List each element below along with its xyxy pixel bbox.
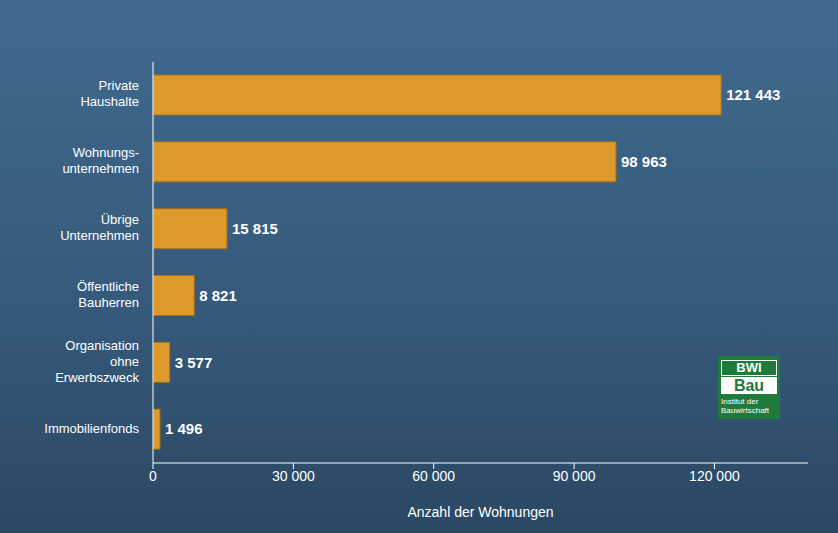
html-text:BWI: BWI (736, 360, 762, 375)
svg-text:120 000: 120 000 (689, 468, 740, 484)
svg-text:ÖffentlicheBauherren: ÖffentlicheBauherren (77, 279, 139, 310)
svg-text:Wohnungs-unternehmen: Wohnungs-unternehmen (62, 146, 139, 177)
svg-text:15 815: 15 815 (232, 220, 278, 237)
svg-text:8 821: 8 821 (199, 287, 237, 304)
svg-text:30 000: 30 000 (272, 468, 315, 484)
svg-text:OrganisationohneErwerbszweck: OrganisationohneErwerbszweck (55, 338, 139, 385)
svg-text:1 496: 1 496 (165, 420, 203, 437)
svg-text:0: 0 (149, 468, 157, 484)
svg-text:121 443: 121 443 (726, 86, 780, 103)
svg-text:60 000: 60 000 (412, 468, 455, 484)
svg-text:3 577: 3 577 (175, 354, 213, 371)
svg-text:Anzahl der Wohnungen: Anzahl der Wohnungen (407, 504, 553, 520)
svg-text:90 000: 90 000 (553, 468, 596, 484)
svg-text:Immobilienfonds: Immobilienfonds (44, 421, 139, 436)
html-text:Institut der Bauwirtschaft: Institut der Bauwirtschaft (721, 397, 769, 415)
svg-text:PrivateHaushalte: PrivateHaushalte (80, 79, 139, 110)
svg-text:ÜbrigeUnternehmen: ÜbrigeUnternehmen (60, 213, 139, 244)
html-text:Bau: Bau (733, 377, 765, 394)
svg-text:98 963: 98 963 (621, 153, 667, 170)
